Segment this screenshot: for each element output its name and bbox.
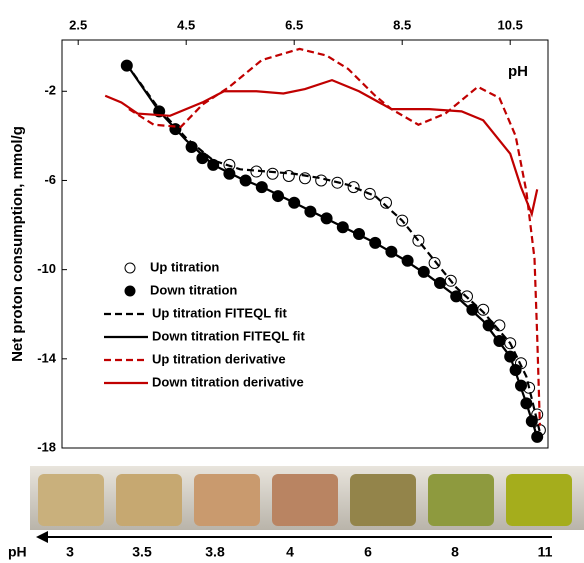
photo-strip bbox=[30, 466, 584, 530]
beaker bbox=[194, 474, 260, 526]
strip-label: 8 bbox=[451, 544, 459, 560]
data-point bbox=[347, 181, 360, 194]
legend-marker bbox=[124, 285, 136, 297]
x-tick-label: 8.5 bbox=[393, 17, 411, 32]
legend-label: Down titration bbox=[150, 282, 237, 297]
legend-label: Down titration derivative bbox=[152, 374, 304, 389]
legend-marker bbox=[124, 262, 136, 274]
x-tick-label: 6.5 bbox=[285, 17, 303, 32]
series-line bbox=[125, 63, 541, 433]
series-line bbox=[104, 78, 539, 218]
arrow-head bbox=[36, 531, 48, 543]
y-axis-title: Net proton consumption, mmol/g bbox=[9, 126, 26, 362]
x-tick-label: 2.5 bbox=[69, 17, 87, 32]
y-tick-label: -10 bbox=[37, 261, 56, 276]
beaker bbox=[428, 474, 494, 526]
strip-label: 11 bbox=[538, 544, 553, 560]
strip-label: 4 bbox=[286, 544, 294, 560]
x-tick-label: 10.5 bbox=[498, 17, 523, 32]
legend-label: Up titration bbox=[150, 259, 219, 274]
data-point bbox=[380, 196, 392, 209]
data-point bbox=[266, 167, 279, 180]
y-tick-label: -14 bbox=[37, 350, 57, 365]
beaker bbox=[116, 474, 182, 526]
beaker bbox=[506, 474, 572, 526]
strip-label: 6 bbox=[364, 544, 372, 560]
legend-label: Down titration FITEQL fit bbox=[152, 328, 306, 343]
legend-label: Up titration FITEQL fit bbox=[152, 305, 287, 320]
x-axis-title: pH bbox=[508, 63, 528, 80]
y-tick-label: -2 bbox=[44, 83, 56, 98]
strip-axis-label: pH bbox=[8, 544, 27, 560]
beaker bbox=[38, 474, 104, 526]
y-tick-label: -18 bbox=[37, 439, 56, 454]
strip-label: 3 bbox=[66, 544, 74, 560]
strip-label: 3.5 bbox=[132, 544, 152, 560]
series-line bbox=[125, 63, 539, 438]
legend-label: Up titration derivative bbox=[152, 351, 286, 366]
beaker bbox=[350, 474, 416, 526]
data-point bbox=[299, 172, 311, 185]
y-tick-label: -6 bbox=[44, 172, 56, 187]
plot-frame bbox=[61, 39, 549, 449]
beaker bbox=[272, 474, 338, 526]
strip-label: 3.8 bbox=[205, 544, 225, 560]
x-tick-label: 4.5 bbox=[177, 17, 195, 32]
series-line bbox=[128, 47, 541, 426]
